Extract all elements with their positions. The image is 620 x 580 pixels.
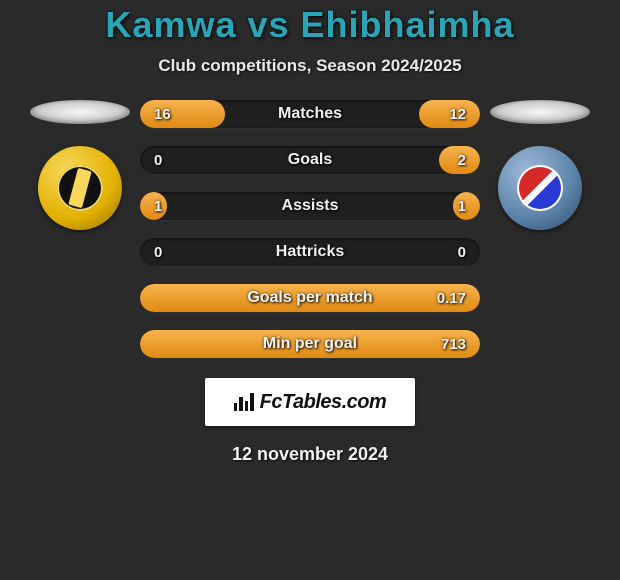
stat-right-value: 12 [449,106,466,123]
stat-row: Min per goal 713 [140,330,480,358]
left-team-crest [38,146,122,230]
stat-row: Goals per match 0.17 [140,284,480,312]
stat-row: 0 Hattricks 0 [140,238,480,266]
page-subtitle: Club competitions, Season 2024/2025 [158,56,461,76]
stat-label: Matches [278,105,342,123]
stat-label: Assists [282,197,339,215]
right-team-crest [498,146,582,230]
branding-badge: FcTables.com [205,378,415,426]
stat-label: Hattricks [276,243,344,261]
stat-left-value: 1 [154,198,162,215]
comparison-row: 16 Matches 12 0 Goals 2 1 Assists 1 [0,100,620,358]
stat-label: Min per goal [263,335,357,353]
stat-right-value: 713 [441,336,466,353]
right-ring-icon [490,100,590,124]
date-label: 12 november 2024 [232,444,388,465]
branding-text: FcTables.com [260,391,387,414]
stat-row: 16 Matches 12 [140,100,480,128]
stats-bars: 16 Matches 12 0 Goals 2 1 Assists 1 [140,100,480,358]
right-player-col [480,100,600,230]
bar-chart-icon [234,393,254,411]
stat-label: Goals [288,151,332,169]
stat-right-value: 2 [458,152,466,169]
stat-left-value: 16 [154,106,171,123]
stat-row: 1 Assists 1 [140,192,480,220]
bar-fill-left [140,100,225,128]
stat-left-value: 0 [154,244,162,261]
left-player-col [20,100,140,230]
stat-label: Goals per match [247,289,372,307]
stat-right-value: 0 [458,244,466,261]
page-title: Kamwa vs Ehibhaimha [105,4,514,46]
stat-right-value: 0.17 [437,290,466,307]
left-ring-icon [30,100,130,124]
stat-right-value: 1 [458,198,466,215]
infographic-root: Kamwa vs Ehibhaimha Club competitions, S… [0,0,620,465]
stat-left-value: 0 [154,152,162,169]
stat-row: 0 Goals 2 [140,146,480,174]
